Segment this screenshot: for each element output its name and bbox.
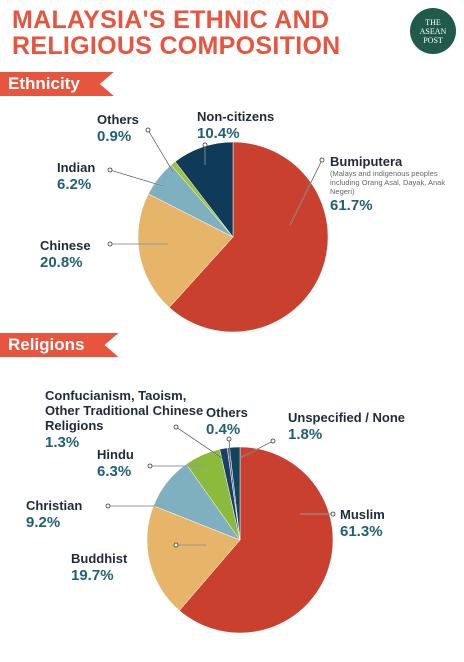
category-name: Non-citizens xyxy=(197,109,275,124)
category-name: Confucianism, Taoism, Other Traditional … xyxy=(45,388,204,433)
category-name: Indian xyxy=(57,160,96,175)
logo: THE ASEAN POST xyxy=(410,8,456,54)
leader-dot xyxy=(107,167,113,173)
category-name: Others xyxy=(206,405,248,420)
category-name: Buddhist xyxy=(71,551,128,566)
category-name: Hindu xyxy=(97,447,134,462)
leader-line xyxy=(175,426,223,459)
slice-label: Chinese 20.8% xyxy=(40,238,91,272)
value-label: 19.7% xyxy=(71,567,114,584)
leader-dot xyxy=(145,127,151,133)
slice-label: Unspecified / None 1.8% xyxy=(288,410,405,444)
leader-dot xyxy=(105,503,111,509)
leader-dot xyxy=(319,157,325,163)
leader-dot xyxy=(330,511,336,517)
value-label: 20.8% xyxy=(40,254,83,271)
slice-label: Others 0.4% xyxy=(206,405,248,439)
pie-slice xyxy=(137,193,234,308)
leader-dot xyxy=(202,142,208,148)
pie-slice xyxy=(168,141,329,333)
category-name: Christian xyxy=(26,498,83,513)
slice-label: Hindu 6.3% xyxy=(97,447,134,481)
leader-line xyxy=(147,129,174,173)
slice-label: Others 0.9% xyxy=(97,112,139,146)
pie-slice xyxy=(146,505,241,611)
value-label: 6.3% xyxy=(97,463,132,480)
leader-line xyxy=(228,438,231,459)
slice-label: Non-citizens 10.4% xyxy=(197,109,274,143)
value-label: 1.3% xyxy=(45,434,80,451)
value-label: 61.7% xyxy=(330,197,373,214)
slice-label: Indian 6.2% xyxy=(57,160,95,194)
leader-dot xyxy=(226,436,232,442)
value-label: 0.9% xyxy=(97,128,132,145)
leader-dot xyxy=(173,542,179,548)
leader-dot xyxy=(147,463,153,469)
value-label: 10.4% xyxy=(197,125,240,142)
slice-label: Muslim 61.3% xyxy=(340,507,385,541)
pie-slice xyxy=(179,446,334,634)
leader-line xyxy=(109,169,164,187)
value-label: 61.3% xyxy=(340,523,383,540)
leader-dot xyxy=(270,438,276,444)
value-label: 0.4% xyxy=(206,421,241,438)
category-name: Others xyxy=(97,112,139,127)
section-label: Ethnicity xyxy=(0,72,114,96)
category-name: Unspecified / None xyxy=(288,410,406,425)
category-name: Bumiputera xyxy=(330,154,403,169)
slice-label: Confucianism, Taoism, Other Traditional … xyxy=(45,388,205,452)
section-label: Religions xyxy=(0,333,119,357)
category-name: Muslim xyxy=(340,507,385,522)
pie-slice xyxy=(174,141,234,238)
leader-dot xyxy=(107,241,113,247)
slice-label: Buddhist 19.7% xyxy=(71,551,127,585)
title-line: RELIGIOUS COMPOSITION xyxy=(12,32,341,60)
category-name: Chinese xyxy=(40,238,91,253)
slice-label: Bumiputera (Malays and indigenous peoples… xyxy=(330,154,464,215)
annotation: (Malays and indigenous peoples including… xyxy=(330,169,446,196)
title-line: MALAYSIA'S ETHNIC AND xyxy=(12,6,330,34)
value-label: 9.2% xyxy=(26,514,61,531)
leader-line xyxy=(239,440,274,459)
leader-dot xyxy=(173,424,179,430)
slice-label: Christian 9.2% xyxy=(26,498,82,532)
leader-line xyxy=(289,159,323,226)
value-label: 1.8% xyxy=(288,426,323,443)
value-label: 6.2% xyxy=(57,176,92,193)
